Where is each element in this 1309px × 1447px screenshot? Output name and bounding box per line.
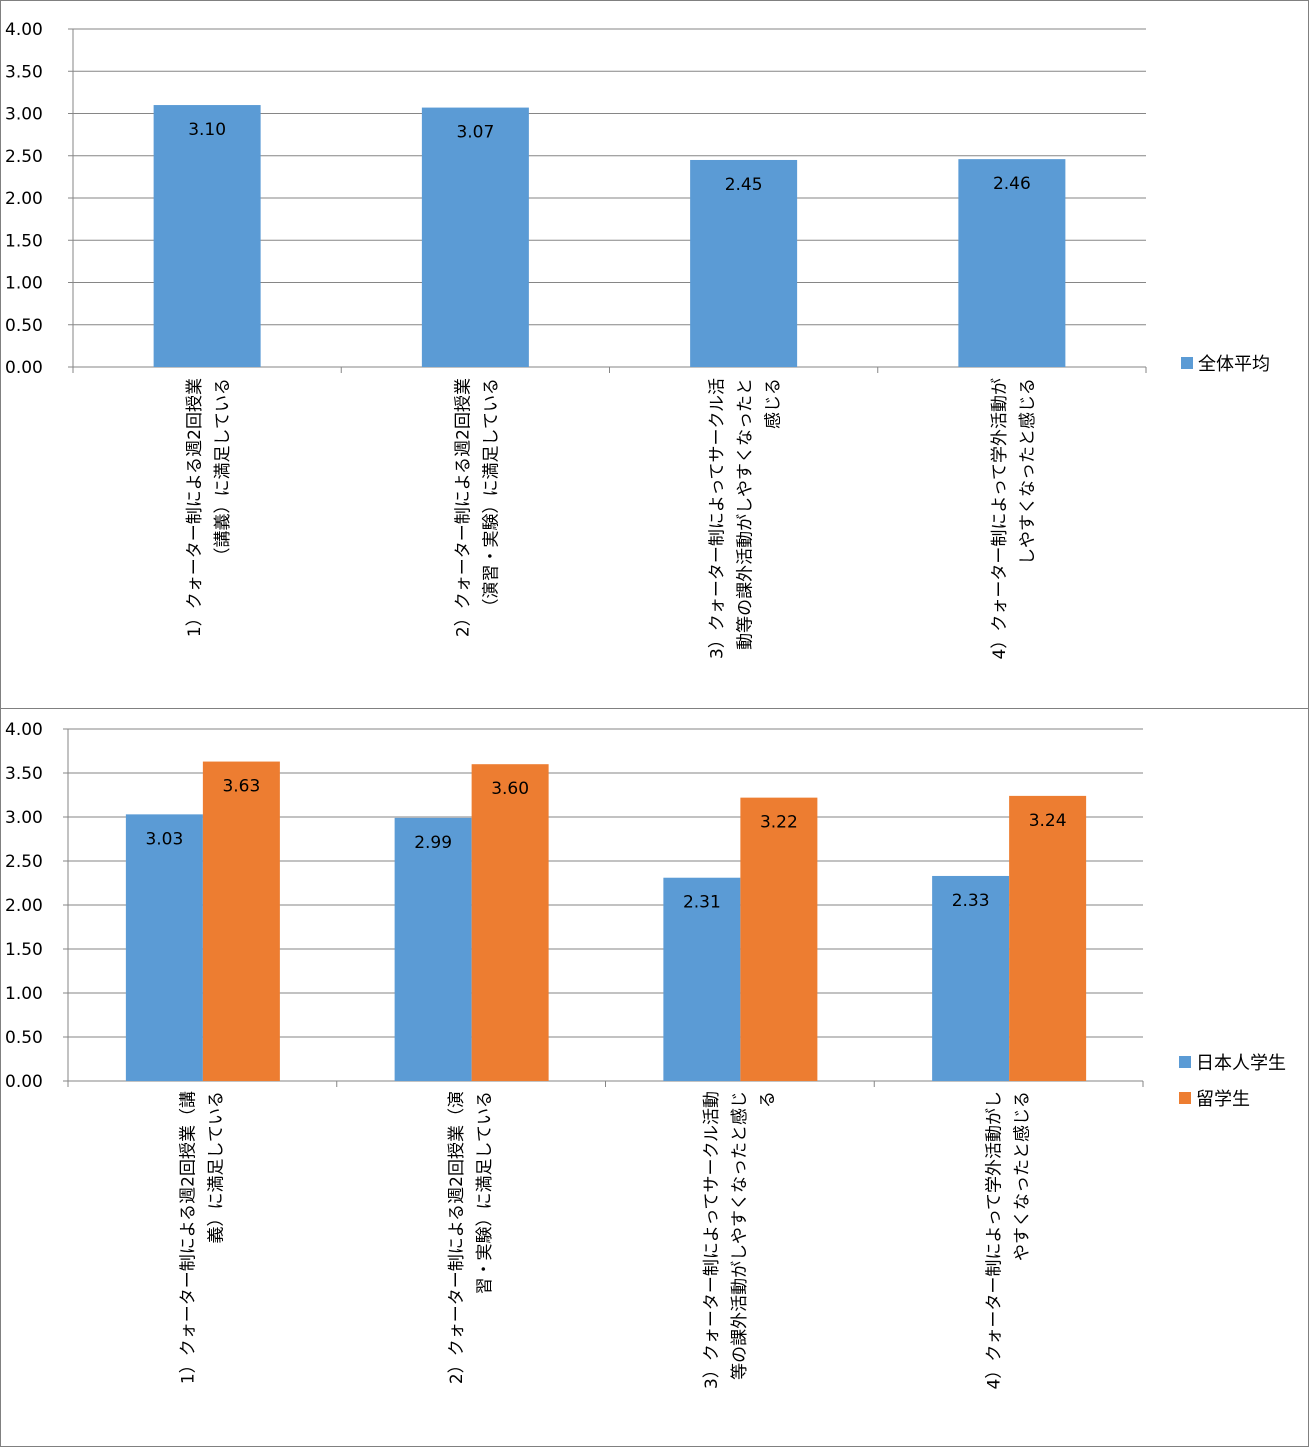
bar <box>663 877 741 1081</box>
category-label: 習・実験）に満足している <box>475 1091 495 1295</box>
y-tick-label: 1.50 <box>5 231 43 251</box>
legend-label: 日本人学生 <box>1196 1053 1286 1074</box>
bar <box>958 159 1066 367</box>
data-label: 3.63 <box>222 777 260 797</box>
legend-label: 全体平均 <box>1198 354 1270 375</box>
y-tick-label: 2.00 <box>5 189 43 209</box>
bar <box>690 159 798 367</box>
bar-chart-overall: 0.00 0.50 1.00 1.50 2.00 2.50 3.00 3.50 4.00 3.10… <box>5 20 1270 659</box>
bar <box>421 107 529 368</box>
category-label: 動等の課外活動がしやすくなったと <box>736 378 756 650</box>
category-label: 4）クォーター制によって学外活動が <box>990 378 1010 659</box>
category-label: 2）クォーター制による週2回授業 <box>453 378 473 637</box>
data-label: 2.46 <box>993 174 1031 194</box>
data-label: 3.60 <box>491 779 529 799</box>
category-label: 感じる <box>764 378 784 429</box>
category-label: しやすくなったと感じる <box>1018 378 1038 565</box>
bar <box>202 761 280 1081</box>
legend-swatch <box>1179 1056 1191 1068</box>
y-tick-label: 0.00 <box>5 1072 43 1092</box>
data-label: 3.07 <box>456 123 494 143</box>
data-label: 3.10 <box>188 120 226 140</box>
legend-swatch <box>1179 1092 1191 1104</box>
category-label: 1）クォーター制による週2回授業 <box>185 378 205 637</box>
legend-swatch <box>1181 357 1193 369</box>
y-tick-label: 3.50 <box>5 764 43 784</box>
data-label: 3.03 <box>145 829 183 849</box>
category-label: る <box>758 1091 778 1108</box>
y-tick-label: 2.00 <box>5 896 43 916</box>
data-label: 2.31 <box>683 893 721 913</box>
category-label: 義）に満足している <box>206 1091 226 1244</box>
y-tick-label: 4.00 <box>5 720 43 740</box>
category-label: 等の課外活動がしやすくなったと感じ <box>730 1091 750 1380</box>
bar <box>471 764 549 1081</box>
chart-panel-overall: 0.00 0.50 1.00 1.50 2.00 2.50 3.00 3.50 4.00 3.10… <box>0 0 1309 710</box>
bar <box>740 797 818 1081</box>
y-tick-label: 0.00 <box>5 358 43 378</box>
y-tick-label: 1.00 <box>5 984 43 1004</box>
y-tick-label: 4.00 <box>5 20 43 40</box>
category-label: 4）クォーター制によって学外活動がし <box>985 1091 1005 1389</box>
category-label: 2）クォーター制による週2回授業（演 <box>447 1091 467 1384</box>
category-label: （演習・実験）に満足している <box>481 378 501 616</box>
bar <box>932 875 1010 1081</box>
category-label: やすくなったと感じる <box>1013 1091 1033 1261</box>
data-label: 2.33 <box>952 891 990 911</box>
y-tick-label: 1.00 <box>5 274 43 294</box>
category-label: （講義）に満足している <box>213 378 233 565</box>
bar-chart-by-group: 0.00 0.50 1.00 1.50 2.00 2.50 3.00 3.50 4.00 3.03… <box>5 720 1286 1389</box>
bar <box>125 814 203 1081</box>
y-tick-label: 0.50 <box>5 1028 43 1048</box>
data-label: 2.99 <box>414 833 452 853</box>
category-label: 3）クォーター制によってサークル活 <box>708 378 728 659</box>
y-tick-label: 0.50 <box>5 316 43 336</box>
data-label: 2.45 <box>725 175 763 195</box>
category-label: 3）クォーター制によってサークル活動 <box>702 1091 722 1389</box>
bar <box>153 105 261 368</box>
y-tick-label: 3.50 <box>5 62 43 82</box>
legend-label: 留学生 <box>1196 1089 1250 1110</box>
y-tick-label: 3.00 <box>5 105 43 125</box>
y-tick-label: 3.00 <box>5 808 43 828</box>
data-label: 3.24 <box>1029 811 1067 831</box>
bar <box>394 817 472 1081</box>
y-tick-label: 2.50 <box>5 147 43 167</box>
chart-panel-by-group: 0.00 0.50 1.00 1.50 2.00 2.50 3.00 3.50 4.00 3.03… <box>0 708 1309 1447</box>
y-tick-label: 1.50 <box>5 940 43 960</box>
category-label: 1）クォーター制による週2回授業（講 <box>178 1091 198 1384</box>
y-tick-label: 2.50 <box>5 852 43 872</box>
data-label: 3.22 <box>760 813 798 833</box>
bar <box>1009 795 1087 1081</box>
